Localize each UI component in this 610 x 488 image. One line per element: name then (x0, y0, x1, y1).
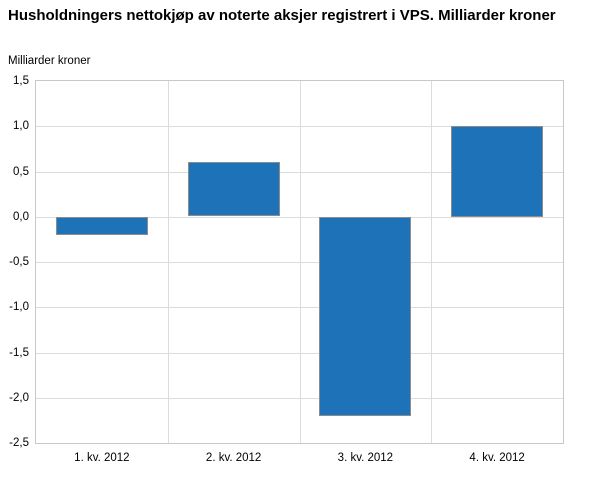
y-gridline (36, 217, 563, 218)
y-gridline (36, 262, 563, 263)
x-gridline (431, 81, 432, 443)
y-gridline (36, 172, 563, 173)
y-axis-tick-label: -2,5 (9, 437, 29, 449)
y-axis-tick-label: 0,5 (13, 165, 29, 178)
bar (451, 126, 543, 217)
plot-area (35, 80, 564, 444)
bar (188, 162, 280, 216)
y-gridline (36, 398, 563, 399)
x-gridline (300, 81, 301, 443)
x-axis-tick-label: 3. kv. 2012 (337, 452, 394, 464)
y-gridline (36, 126, 563, 127)
y-gridline (36, 353, 563, 354)
x-axis-tick-label: 2. kv. 2012 (205, 452, 262, 464)
y-axis-tick-label: -0,5 (9, 256, 29, 268)
y-gridline (36, 307, 563, 308)
x-axis-tick-label: 4. kv. 2012 (469, 452, 525, 464)
y-axis-tick-label: 0,0 (13, 210, 29, 223)
y-axis-tick-label: 1,5 (13, 75, 29, 87)
x-gridline (168, 81, 169, 443)
y-axis-tick-label: 1,0 (13, 120, 29, 133)
y-axis-tick-label: -2,0 (9, 391, 29, 404)
x-axis-tick-label: 1. kv. 2012 (74, 452, 130, 464)
bar (319, 217, 411, 416)
y-axis-tick-label: -1,0 (9, 301, 29, 314)
y-axis-tick-label: -1,5 (9, 346, 29, 359)
y-axis-unit-label: Milliarder kroner (8, 55, 91, 67)
chart-title: Husholdningers nettokjøp av noterte aksj… (8, 7, 556, 24)
bar (56, 217, 148, 235)
